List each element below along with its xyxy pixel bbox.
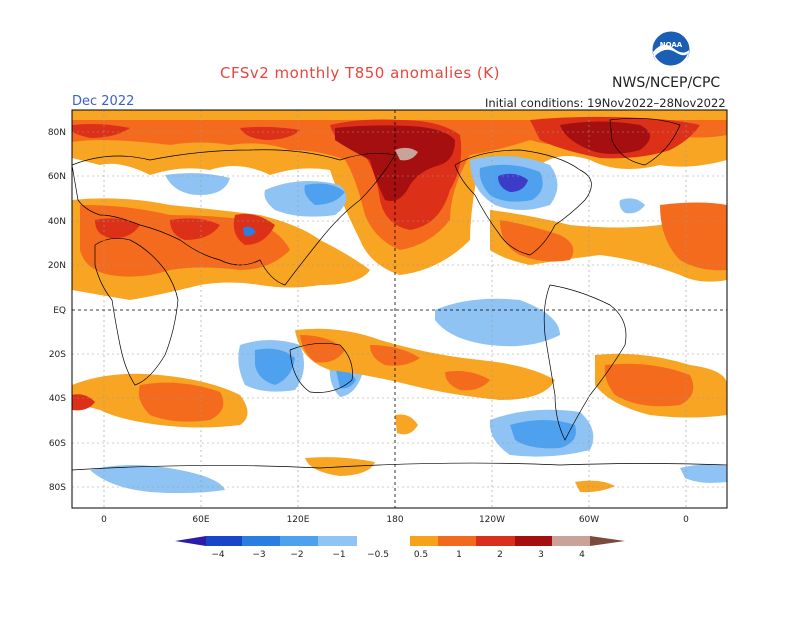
anomaly-region [445, 371, 490, 391]
colorbar-label: 3 [538, 550, 544, 560]
anomaly-region [304, 183, 345, 205]
lat-label: 40N [48, 217, 66, 227]
colorbar-label: −3 [252, 550, 265, 560]
colorbar-label: 0.5 [414, 550, 428, 560]
anomaly-region [395, 414, 418, 435]
colorbar-swatch [206, 536, 242, 546]
lon-labels: 0 60E 120E 180 120W 60W 0 [101, 515, 689, 525]
lat-labels: 80N 60N 40N 20N EQ 20S 40S 60S 80S [48, 128, 66, 493]
lon-label: 120W [479, 515, 505, 525]
lon-label: 0 [101, 515, 107, 525]
colorbar-swatch [515, 536, 552, 546]
colorbar-label: −4 [211, 550, 225, 560]
gridlines [72, 110, 727, 508]
anomaly-region [619, 198, 645, 214]
anomaly-region [560, 121, 650, 154]
anomaly-region [336, 369, 356, 389]
anomaly-region [500, 220, 574, 262]
initial-conditions: Initial conditions: 19Nov2022–28Nov2022 [485, 96, 726, 110]
anomaly-region [138, 382, 224, 422]
coastline-north-america [454, 149, 592, 256]
anomaly-region [370, 345, 420, 366]
map-frame [71, 109, 728, 509]
anomaly-region [435, 298, 560, 347]
lat-label: 60N [48, 172, 66, 182]
colorbar-label: −1 [332, 550, 345, 560]
anomaly-region [680, 464, 727, 483]
anomaly-region [300, 335, 345, 363]
colorbar-label: 2 [497, 550, 503, 560]
colorbar-swatch [438, 536, 476, 546]
anomaly-region [604, 363, 694, 407]
anomaly-region [660, 202, 727, 271]
anomaly-region [95, 218, 140, 239]
anomaly-region [575, 480, 615, 493]
coastline-antarctica [72, 462, 727, 471]
lat-label: 80S [49, 483, 66, 493]
lon-label: 60W [579, 515, 599, 525]
anomaly-region [72, 124, 130, 138]
lat-label: EQ [53, 306, 66, 316]
colorbar-label: 4 [579, 550, 585, 560]
anomaly-region [243, 226, 256, 236]
colorbar: −4 −3 −2 −1 −0.5 0.5 1 2 3 4 [175, 536, 625, 560]
anomaly-region [295, 328, 555, 400]
agency-label: NWS/NCEP/CPC [612, 75, 721, 91]
colorbar-swatch [552, 536, 590, 546]
anomaly-region [233, 213, 275, 245]
anomaly-region [255, 348, 295, 385]
anomaly-region [170, 218, 220, 240]
noaa-logo-text: NOAA [660, 41, 683, 49]
lat-label: 20S [49, 350, 66, 360]
anomaly-region [498, 173, 528, 192]
anomaly-region [90, 465, 225, 494]
anomaly-fields [72, 110, 727, 494]
colorbar-swatch [410, 536, 438, 546]
lon-label: 60E [192, 515, 209, 525]
coastline-australia [289, 343, 353, 393]
anomaly-region [165, 173, 230, 195]
anomaly-region [395, 147, 418, 161]
anomaly-region [240, 126, 300, 140]
colorbar-label: 1 [456, 550, 462, 560]
coastline-south-america [543, 284, 627, 441]
lat-label: 80N [48, 128, 66, 138]
colorbar-label: −0.5 [367, 550, 389, 560]
chart-title: CFSv2 monthly T850 anomalies (K) [220, 64, 500, 82]
forecast-month: Dec 2022 [72, 94, 135, 109]
coastline-eurasia [72, 149, 396, 286]
coastline-greenland [609, 117, 681, 166]
lon-label: 0 [683, 515, 689, 525]
coastline-africa [94, 238, 179, 386]
anomaly-region [335, 125, 455, 201]
lon-label: 180 [386, 515, 403, 525]
lon-label: 120E [287, 515, 310, 525]
lat-label: 60S [49, 439, 66, 449]
lat-label: 20N [48, 261, 66, 271]
colorbar-arrow-right [590, 536, 625, 546]
colorbar-swatch [476, 536, 515, 546]
colorbar-swatch [242, 536, 280, 546]
anomaly-region [72, 394, 95, 411]
lat-label: 40S [49, 394, 66, 404]
coastlines [72, 117, 727, 471]
reference-lines [72, 110, 727, 508]
colorbar-label: −2 [290, 550, 303, 560]
colorbar-swatch [280, 536, 318, 546]
colorbar-arrow-left [175, 536, 206, 546]
colorbar-swatch [318, 536, 357, 546]
noaa-logo: NOAA [651, 30, 691, 70]
